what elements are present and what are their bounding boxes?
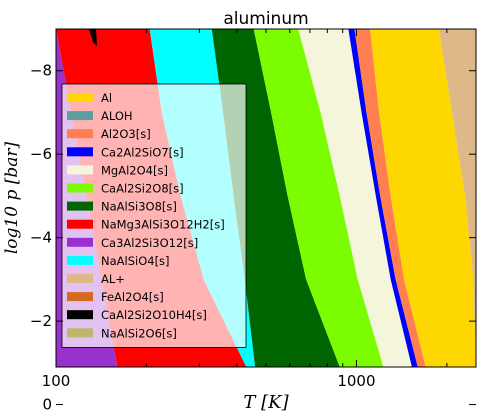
legend-swatch xyxy=(67,219,93,229)
legend-swatch xyxy=(67,183,93,193)
legend-swatch xyxy=(67,255,93,265)
y-tick-label: −2 xyxy=(30,312,52,330)
legend-label: Ca2Al2SiO7[s] xyxy=(101,145,184,159)
y-tick-label: −4 xyxy=(30,229,52,247)
region-mgal2o4-s- xyxy=(298,29,412,367)
legend-label: MgAl2O4[s] xyxy=(101,163,168,177)
y-axis-label: log10 p [bar] xyxy=(2,141,22,254)
x-axis-label: T [K] xyxy=(243,392,289,413)
region-caal2si2o8-s- xyxy=(253,29,384,367)
x-tick-label: 1000 xyxy=(337,372,375,390)
legend-label: NaAlSi2O6[s] xyxy=(101,326,177,340)
y-tick-label: 0 xyxy=(42,396,52,414)
y-tick-label: −6 xyxy=(30,145,52,163)
legend-label: NaAlSiO4[s] xyxy=(101,254,170,268)
legend-label: CaAl2Si2O10H4[s] xyxy=(101,308,207,322)
legend-label: FeAl2O4[s] xyxy=(101,290,164,304)
legend-swatch xyxy=(67,237,93,247)
legend-swatch xyxy=(67,93,93,102)
legend-box xyxy=(61,83,247,348)
axis-ticks: 100 1000 −8 −6 −4 −2 0 xyxy=(30,29,476,414)
legend-swatch xyxy=(67,201,93,211)
chart-title: aluminum xyxy=(223,9,308,29)
legend-swatch xyxy=(67,147,93,157)
legend-label: Al xyxy=(101,91,112,105)
legend-label: NaMg3AlSi3O12H2[s] xyxy=(101,218,225,232)
region-al- xyxy=(438,29,476,367)
legend-swatch xyxy=(67,292,93,302)
x-tick-label: 100 xyxy=(42,372,71,390)
legend-swatch xyxy=(67,328,93,338)
region-ca2al2sio7-s- xyxy=(348,29,418,367)
region-al xyxy=(370,29,476,367)
legend-label: CaAl2Si2O8[s] xyxy=(101,182,184,196)
legend: Al ALOH Al2O3[s] Ca2Al2SiO7[s] MgAl2O4[s] CaA… xyxy=(61,83,247,348)
legend-label: Al2O3[s] xyxy=(101,127,151,141)
legend-label: ALOH xyxy=(101,109,133,123)
legend-swatch xyxy=(67,274,93,283)
legend-swatch xyxy=(67,129,93,139)
legend-label: AL+ xyxy=(101,272,125,286)
region-al2o3-s- xyxy=(354,29,426,367)
legend-label: Ca3Al2Si3O12[s] xyxy=(101,236,198,250)
region-black-speck xyxy=(89,29,97,46)
legend-swatch xyxy=(67,165,93,175)
legend-swatch xyxy=(67,111,93,121)
y-tick-label: −8 xyxy=(30,62,52,80)
legend-swatch xyxy=(67,310,93,320)
legend-label: NaAlSi3O8[s] xyxy=(101,200,177,214)
